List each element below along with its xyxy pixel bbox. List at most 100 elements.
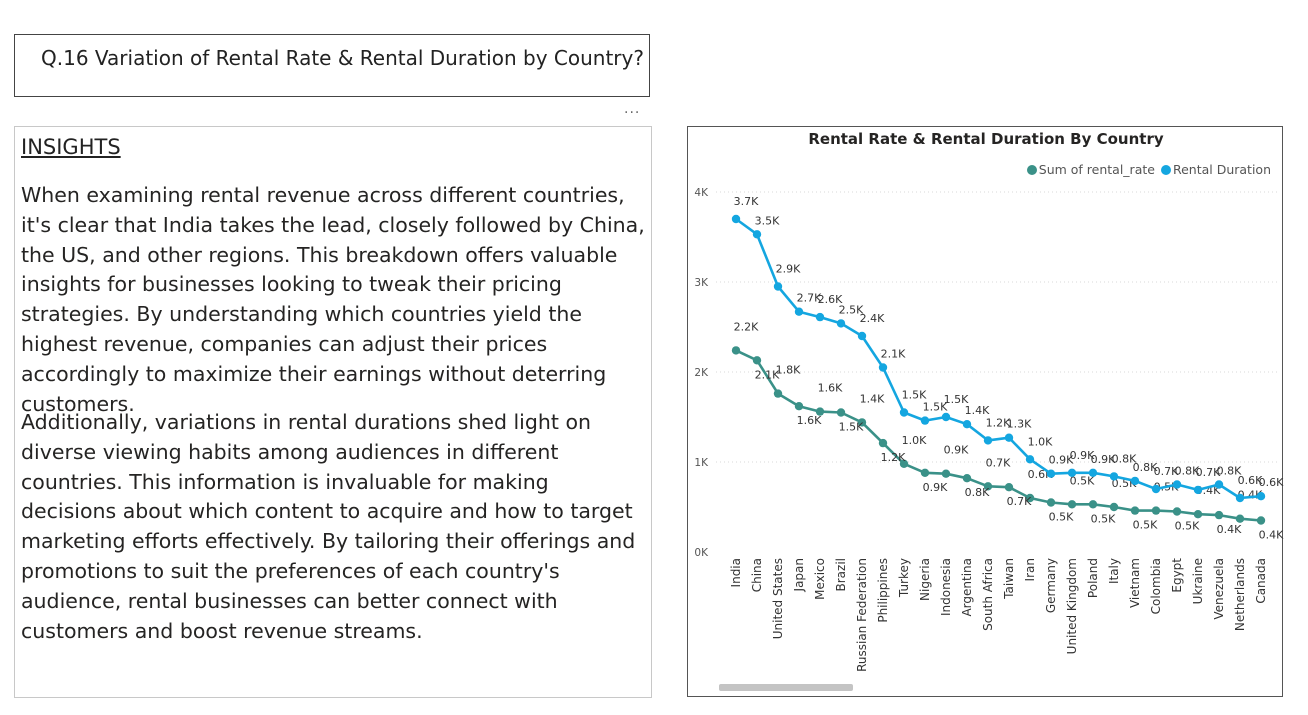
data-label: 1.4K (860, 392, 885, 405)
data-label: 0.4K (1259, 529, 1284, 542)
data-point (815, 312, 825, 322)
data-point (920, 416, 930, 425)
data-label: 0.5K (1133, 519, 1158, 532)
data-label: 0.7K (1196, 466, 1221, 479)
x-tick-label: United States (771, 558, 785, 639)
data-point (836, 408, 846, 417)
data-point (1046, 469, 1056, 478)
legend-label-rental-rate: Sum of rental_rate (1038, 162, 1155, 177)
x-tick-label: Italy (1107, 558, 1121, 584)
horizontal-scrollbar[interactable] (719, 684, 853, 691)
line-chart: 0K 1K 2K 3K 4K India China United States Japan Me… (694, 187, 1284, 672)
insights-heading: INSIGHTS (21, 135, 121, 159)
x-tick-label: Turkey (897, 558, 911, 598)
data-point (941, 469, 951, 478)
x-tick-label: Indonesia (939, 558, 953, 616)
y-tick-label: 3K (694, 277, 709, 289)
data-point (983, 482, 993, 491)
data-point (1088, 500, 1098, 509)
data-label: 1.6K (818, 382, 843, 395)
data-label: 0.6K (1259, 476, 1284, 489)
data-point (794, 307, 804, 316)
legend-item-rental-rate[interactable]: Sum of rental_rate (1026, 162, 1155, 177)
data-label: 1.4K (965, 404, 990, 417)
chart-title: Rental Rate & Rental Duration By Country (808, 130, 1164, 148)
data-label: 2.2K (734, 320, 759, 333)
data-point (1067, 500, 1077, 509)
data-point (1109, 472, 1119, 481)
x-tick-label: Netherlands (1233, 558, 1247, 631)
data-point (1235, 514, 1245, 523)
data-point (794, 402, 804, 411)
legend-label-rental-duration: Rental Duration (1172, 162, 1271, 177)
x-tick-label: Mexico (813, 558, 827, 600)
data-label: 3.5K (755, 214, 780, 227)
data-label: 0.9K (923, 481, 948, 494)
x-tick-label: Philippines (876, 558, 890, 623)
data-point (1256, 516, 1266, 525)
data-label: 1.3K (1007, 418, 1032, 431)
data-point (1151, 484, 1161, 494)
data-label: 1.5K (902, 389, 927, 402)
legend-marker-rental-rate (1026, 164, 1037, 175)
x-tick-label: Brazil (834, 558, 848, 592)
more-options-icon[interactable]: ... (624, 101, 641, 117)
data-label: 2.6K (818, 293, 843, 306)
data-point (962, 420, 972, 429)
data-point (983, 436, 993, 445)
data-point (1214, 510, 1224, 520)
data-label: 0.5K (1049, 511, 1074, 524)
data-label: 0.8K (1133, 461, 1158, 474)
y-tick-label: 1K (694, 457, 709, 469)
data-label: 1.0K (1028, 435, 1053, 448)
data-label: 2.5K (839, 303, 864, 316)
data-label: 2.9K (776, 263, 801, 276)
insights-paragraph-2: Additionally, variations in rental durat… (21, 410, 636, 643)
data-point (1214, 480, 1224, 489)
data-label: 1.2K (986, 416, 1011, 429)
data-label: 3.7K (734, 195, 759, 208)
x-tick-label: Venezuela (1212, 558, 1226, 620)
y-tick-label: 4K (694, 187, 709, 199)
x-tick-label: Nigeria (918, 558, 932, 601)
data-point (1088, 468, 1098, 477)
data-label: 0.8K (1175, 465, 1200, 478)
x-tick-label: Egypt (1170, 558, 1184, 593)
x-tick-label: United Kingdom (1065, 558, 1079, 654)
data-point (1004, 483, 1014, 492)
data-label: 0.9K (1070, 449, 1095, 462)
data-point (899, 408, 909, 417)
data-point (857, 331, 867, 341)
data-label: 0.5K (1175, 520, 1200, 533)
x-tick-label: Canada (1254, 558, 1268, 604)
chart-panel[interactable]: Rental Rate & Rental Duration By Country… (687, 126, 1284, 697)
data-label: 0.5K (1091, 512, 1116, 525)
data-point (878, 438, 888, 448)
x-tick-label: Colombia (1149, 558, 1163, 614)
question-title-box: Q.16 Variation of Rental Rate & Rental D… (14, 34, 650, 97)
data-label: 0.8K (1217, 465, 1242, 478)
x-tick-label: Ukraine (1191, 558, 1205, 604)
data-label: 1.8K (776, 364, 801, 377)
data-point (752, 356, 762, 365)
data-point (836, 319, 846, 328)
x-tick-label: Germany (1044, 558, 1058, 613)
data-point (1172, 480, 1182, 489)
y-tick-label: 0K (694, 547, 709, 559)
x-tick-label: China (750, 558, 764, 592)
data-point (899, 459, 909, 468)
chart-legend[interactable]: Sum of rental_rate Rental Duration (1021, 162, 1271, 177)
data-label: 1.6K (797, 414, 822, 427)
data-label: 1.5K (839, 421, 864, 434)
data-point (773, 282, 783, 291)
data-label: 2.1K (881, 348, 906, 361)
legend-item-rental-duration[interactable]: Rental Duration (1160, 162, 1271, 177)
data-point (1130, 476, 1140, 486)
data-point (1193, 485, 1203, 495)
data-point (1235, 493, 1245, 503)
data-point (731, 346, 741, 355)
data-label: 0.9K (1091, 453, 1116, 466)
data-point (857, 418, 867, 427)
x-tick-label: Poland (1086, 558, 1100, 598)
data-label: 2.1K (755, 368, 780, 381)
